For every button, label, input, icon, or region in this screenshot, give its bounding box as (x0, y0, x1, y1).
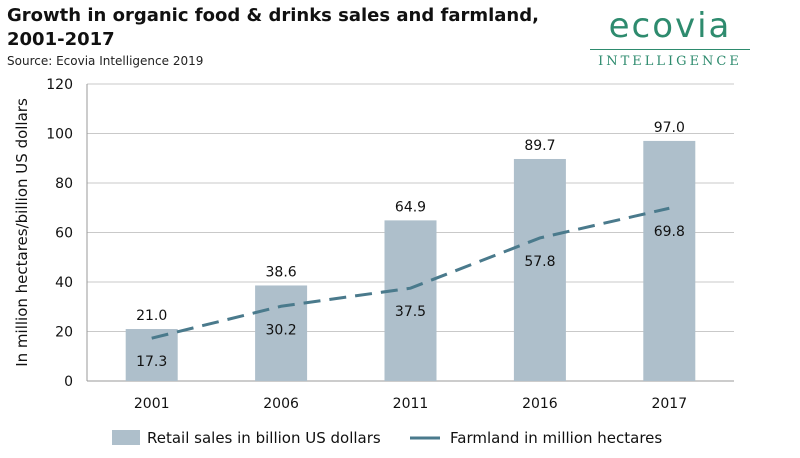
bar-value-label: 64.9 (395, 199, 426, 215)
legend-bar-label: Retail sales in billion US dollars (147, 429, 381, 447)
line-value-label: 69.8 (654, 224, 685, 240)
bar-value-label: 21.0 (136, 308, 167, 324)
bar (384, 220, 437, 381)
y-tick-label: 80 (55, 176, 73, 192)
x-tick-label: 2017 (651, 396, 687, 412)
logo-subtitle: INTELLIGENCE (598, 54, 742, 69)
logo-word: ecovia (608, 6, 732, 46)
y-tick-label: 60 (55, 226, 73, 242)
line-value-label: 37.5 (395, 304, 426, 320)
x-tick-label: 2016 (522, 396, 558, 412)
y-axis-title: In million hectares/billion US dollars (13, 98, 31, 367)
y-tick-label: 40 (55, 275, 73, 291)
y-tick-label: 0 (64, 374, 73, 390)
farmland-line (151, 206, 670, 340)
logo-divider (590, 49, 750, 50)
x-tick-label: 2001 (134, 396, 170, 412)
y-tick-label: 100 (46, 127, 73, 143)
y-tick-label: 120 (46, 77, 73, 93)
bar (513, 158, 566, 381)
bar (643, 140, 696, 381)
line-value-label: 57.8 (524, 254, 555, 270)
ecovia-logo: ecovia INTELLIGENCE (590, 6, 750, 72)
y-tick-label: 20 (55, 325, 73, 341)
chart-title: Growth in organic food & drinks sales an… (7, 5, 539, 50)
legend-bar-swatch (112, 430, 140, 445)
line-value-label: 17.3 (136, 354, 167, 370)
x-tick-label: 2011 (393, 396, 429, 412)
x-tick-label: 2006 (263, 396, 299, 412)
line-value-label: 30.2 (266, 322, 297, 338)
legend-line-label: Farmland in million hectares (450, 429, 662, 447)
bar (255, 285, 308, 381)
bar-value-label: 89.7 (524, 138, 555, 154)
bar-value-label: 38.6 (266, 264, 297, 280)
source-note: Source: Ecovia Intelligence 2019 (7, 54, 204, 68)
bar-value-label: 97.0 (654, 120, 685, 136)
